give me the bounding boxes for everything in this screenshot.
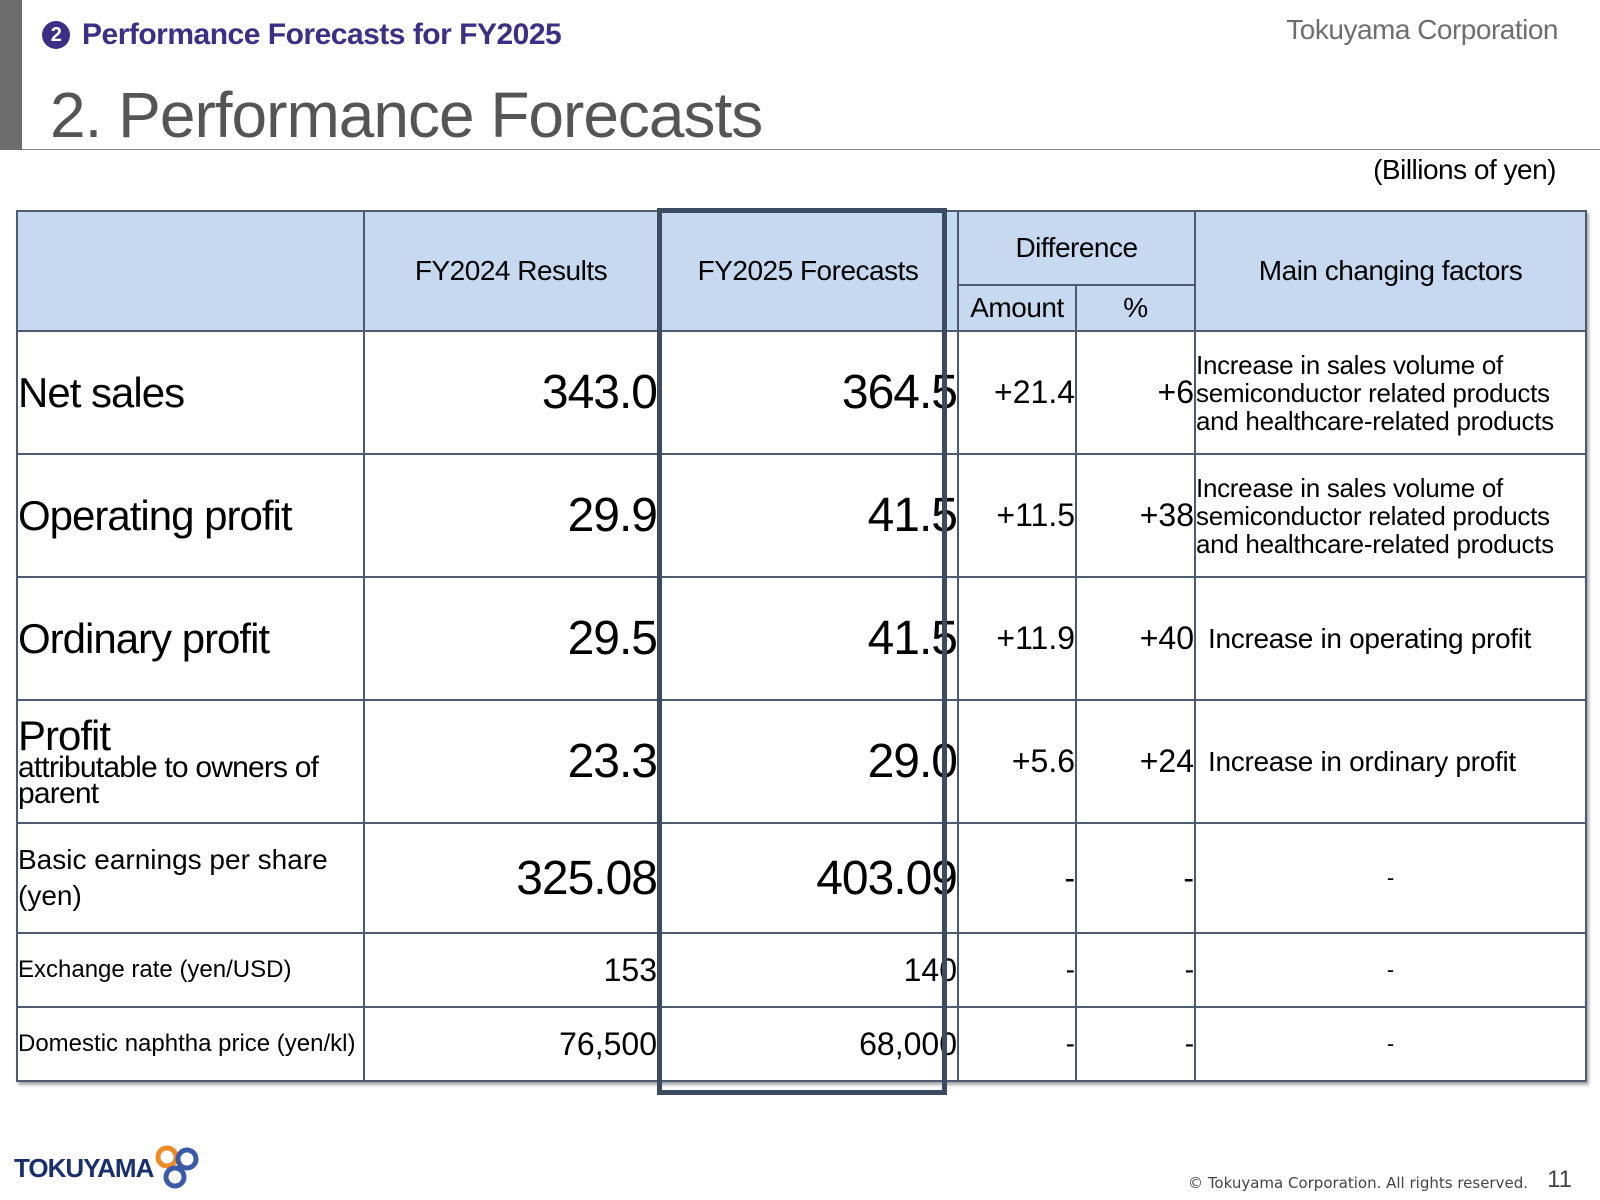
fy2025-value: 68,000 (657, 1006, 959, 1082)
header-percent: % (1074, 284, 1197, 332)
row-label: Net sales (16, 330, 365, 455)
difference-percent: +24 (1074, 699, 1197, 824)
title-divider (22, 149, 1600, 150)
fy2024-value: 76,500 (363, 1006, 659, 1082)
header-fy2025: FY2025 Forecasts (657, 210, 959, 332)
table-row: Ordinary profit 29.5 41.5 +11.9 +40 Incr… (16, 576, 1588, 701)
row-label-main: Profit (18, 711, 111, 759)
table-row: Net sales 343.0 364.5 +21.4 +6 Increase … (16, 330, 1588, 455)
header-amount: Amount (957, 284, 1077, 332)
changing-factor: Increase in operating profit (1194, 576, 1588, 701)
changing-factor: - (1194, 932, 1588, 1008)
header-blank (16, 210, 365, 332)
fy2025-value: 403.09 (657, 822, 959, 934)
section-number-badge: 2 (42, 21, 70, 49)
table-row: Domestic naphtha price (yen/kl) 76,500 6… (16, 1006, 1588, 1082)
difference-percent: - (1074, 932, 1197, 1008)
difference-amount: +11.5 (957, 453, 1077, 578)
page-title: 2. Performance Forecasts (50, 79, 763, 151)
row-label: Domestic naphtha price (yen/kl) (16, 1006, 365, 1082)
fy2025-value: 364.5 (657, 330, 959, 455)
company-name: Tokuyama Corporation (1286, 14, 1558, 45)
logo-text: TOKUYAMA (14, 1152, 154, 1183)
fy2024-value: 325.08 (363, 822, 659, 934)
fy2025-value: 140 (657, 932, 959, 1008)
table-row: Exchange rate (yen/USD) 153 140 - - - (16, 932, 1588, 1008)
section-label-text: Performance Forecasts for FY2025 (82, 18, 562, 51)
fy2025-value: 29.0 (657, 699, 959, 824)
fy2025-value: 41.5 (657, 576, 959, 701)
difference-percent: - (1074, 1006, 1197, 1082)
header-difference: Difference (956, 210, 1197, 286)
row-label: Profit attributable to owners of parent (16, 699, 365, 824)
difference-amount: - (957, 1006, 1077, 1082)
header-fy2024: FY2024 Results (363, 210, 659, 332)
table-row: Operating profit 29.9 41.5 +11.5 +38 Inc… (16, 453, 1588, 578)
row-label: Basic earnings per share (yen) (16, 822, 365, 934)
difference-amount: - (957, 932, 1077, 1008)
difference-amount: +11.9 (957, 576, 1077, 701)
forecast-table: FY2024 Results FY2025 Forecasts Differen… (16, 210, 1588, 1082)
section-label: 2 Performance Forecasts for FY2025 (42, 18, 562, 52)
difference-percent: +6 (1074, 330, 1197, 455)
fy2024-value: 153 (363, 932, 659, 1008)
unit-note: (Billions of yen) (1373, 154, 1556, 185)
difference-amount: +21.4 (957, 330, 1077, 455)
left-accent-bar (0, 0, 22, 150)
changing-factor: Increase in sales volume of semiconducto… (1194, 453, 1588, 578)
row-label: Ordinary profit (16, 576, 365, 701)
header-factors: Main changing factors (1194, 210, 1588, 332)
fy2024-value: 343.0 (363, 330, 659, 455)
table-row: Basic earnings per share (yen) 325.08 40… (16, 822, 1588, 934)
difference-amount: - (957, 822, 1077, 934)
difference-percent: - (1074, 822, 1197, 934)
row-label: Exchange rate (yen/USD) (16, 932, 365, 1008)
fy2024-value: 23.3 (363, 699, 659, 824)
fy2024-value: 29.5 (363, 576, 659, 701)
page-number: 11 (1547, 1166, 1572, 1193)
company-logo: TOKUYAMA (14, 1143, 203, 1193)
row-label: Operating profit (16, 453, 365, 578)
difference-percent: +40 (1074, 576, 1197, 701)
changing-factor: - (1194, 1006, 1588, 1082)
fy2025-value: 41.5 (657, 453, 959, 578)
copyright-notice: © Tokuyama Corporation. All rights reser… (1188, 1174, 1528, 1192)
fy2024-value: 29.9 (363, 453, 659, 578)
changing-factor: - (1194, 822, 1588, 934)
table-row: Profit attributable to owners of parent … (16, 699, 1588, 824)
changing-factor: Increase in ordinary profit (1194, 699, 1588, 824)
difference-percent: +38 (1074, 453, 1197, 578)
difference-amount: +5.6 (957, 699, 1077, 824)
changing-factor: Increase in sales volume of semiconducto… (1194, 330, 1588, 455)
row-label-sub: attributable to owners of parent (18, 750, 319, 810)
logo-rings-icon (155, 1145, 199, 1189)
